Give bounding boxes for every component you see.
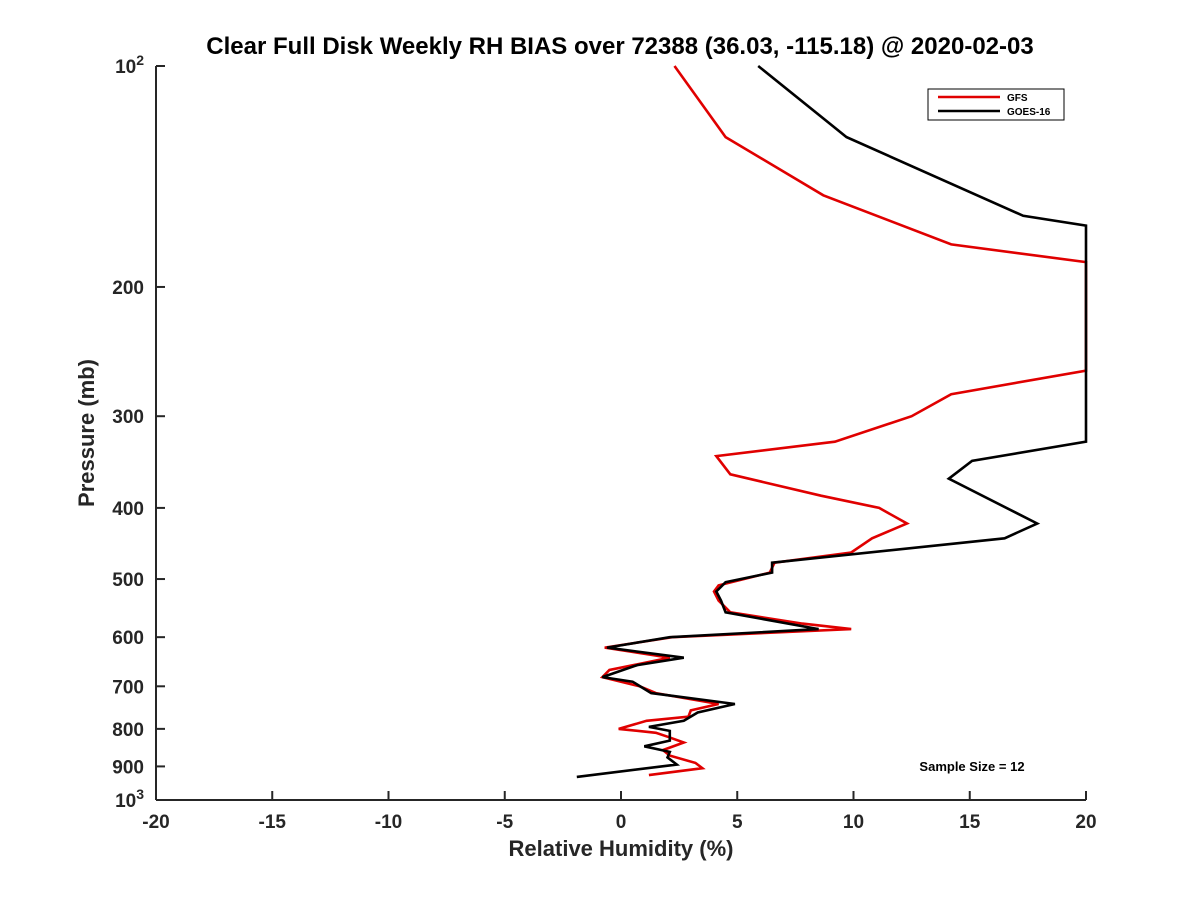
y-tick-label: 200 (112, 278, 144, 299)
legend-label-gfs: GFS (1007, 93, 1028, 104)
x-tick-label: -15 (259, 812, 287, 833)
y-tick-label: 700 (112, 677, 144, 698)
y-tick-label: 400 (112, 499, 144, 520)
legend: GFS GOES-16 (927, 88, 1065, 121)
y-axis-label: Pressure (mb) (74, 359, 99, 507)
y-tick-label: 500 (112, 570, 144, 591)
series-line-gfs (599, 65, 1088, 777)
y-tick-label: 600 (112, 628, 144, 649)
x-tick-label: 5 (732, 812, 743, 833)
chart-title: Clear Full Disk Weekly RH BIAS over 7238… (206, 33, 1033, 60)
x-tick-label: 10 (843, 812, 864, 833)
plot-background (156, 66, 1086, 800)
y-tick-label: 102 (115, 52, 144, 78)
x-tick-label: -5 (496, 812, 513, 833)
legend-label-goes16: GOES-16 (1007, 107, 1051, 118)
x-tick-label: 20 (1075, 812, 1096, 833)
x-tick-label: -10 (375, 812, 402, 833)
y-tick-label: 103 (115, 786, 144, 812)
sample-size-annotation: Sample Size = 12 (919, 759, 1024, 774)
x-tick-label: -20 (142, 812, 169, 833)
y-tick-label: 900 (112, 757, 144, 778)
x-axis-label: Relative Humidity (%) (509, 836, 734, 861)
series-line-goes-16 (576, 64, 1088, 779)
x-tick-label: 0 (616, 812, 627, 833)
x-tick-label: 15 (959, 812, 981, 833)
ticks-layer: -20 -15 -10 -5 0 5 10 15 20 102 200 300 400 500 600 700… (112, 52, 1096, 833)
series-layer (576, 64, 1088, 779)
legend-box (927, 88, 1065, 121)
y-tick-label: 800 (112, 720, 144, 741)
y-tick-label: 300 (112, 407, 144, 428)
